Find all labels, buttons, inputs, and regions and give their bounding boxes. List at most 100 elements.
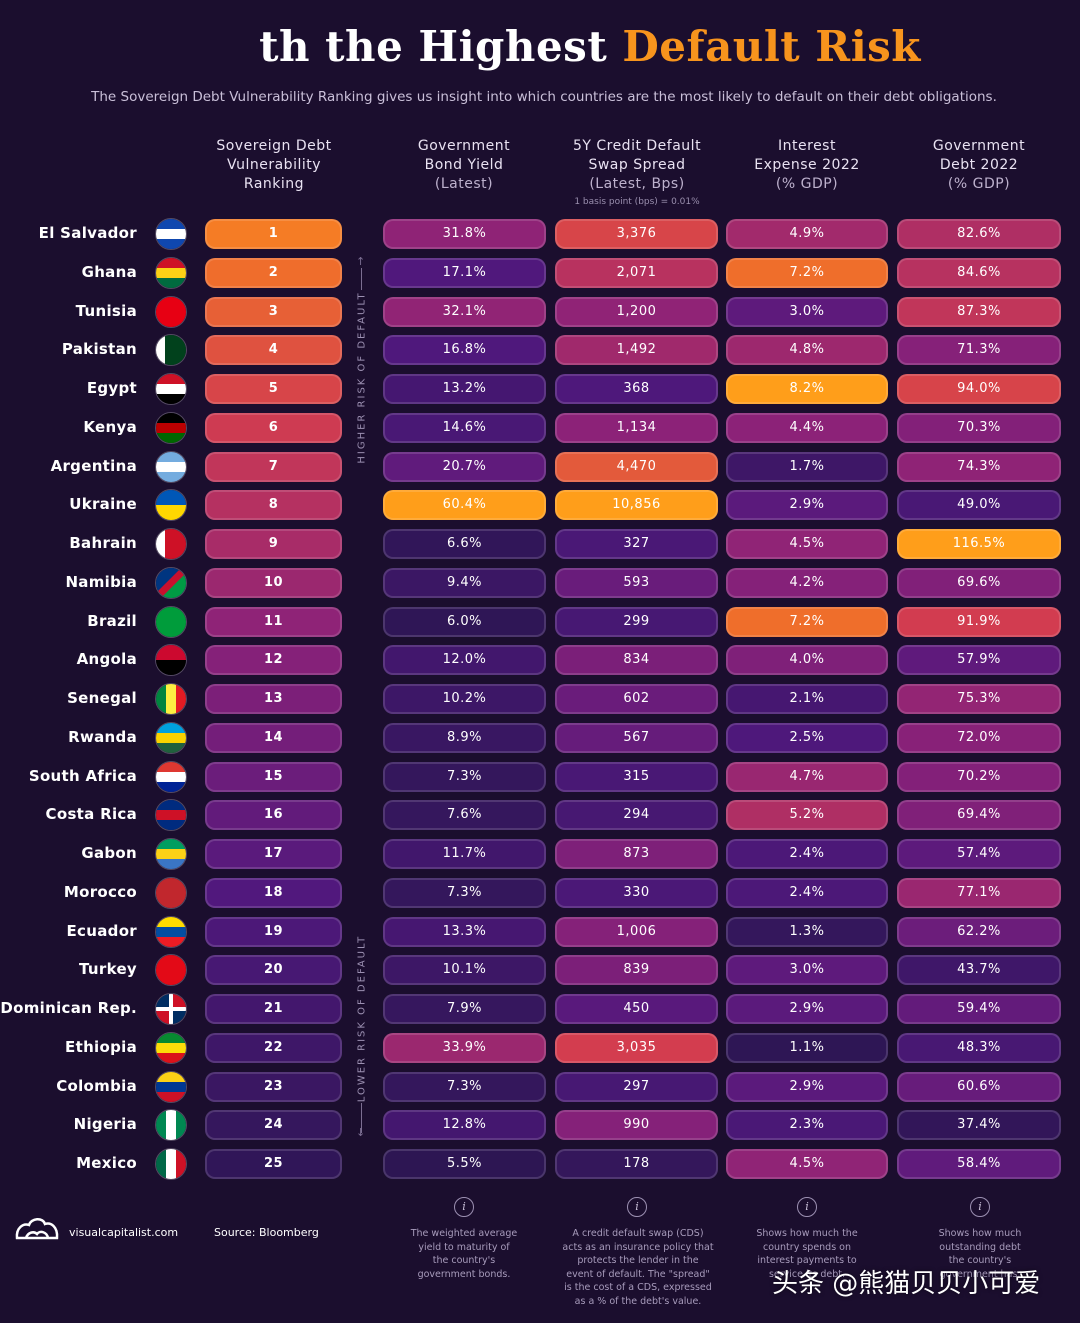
debt-cell: 70.3% [897, 412, 1061, 443]
country-flag-icon [155, 450, 187, 483]
table-row: Egypt 5 13.2% 368 8.2% 94.0% [0, 373, 1080, 405]
country-name: Senegal [67, 689, 137, 707]
debt-cell: 70.2% [897, 761, 1061, 792]
header-cds: 5Y Credit Default Swap Spread (Latest, B… [556, 137, 718, 194]
cds-cell: 299 [555, 606, 718, 637]
cds-cell: 990 [555, 1110, 718, 1141]
country-name: Ukraine [69, 495, 137, 514]
note-cds: A credit default swap (CDS) acts as an i… [548, 1227, 728, 1308]
interest-cell: 4.8% [726, 335, 888, 366]
country-flag-icon [155, 876, 187, 909]
rank-cell: 18 [205, 877, 342, 908]
table-row: Ghana 2 17.1% 2,071 7.2% 84.6% [0, 256, 1080, 289]
header-yield: Government Bond Yield (Latest) [383, 137, 545, 194]
note-line: interest payments to [757, 1255, 857, 1266]
country-name: Egypt [86, 379, 137, 397]
cds-cell: 315 [555, 761, 718, 792]
yield-cell: 6.0% [383, 606, 546, 637]
country-flag-icon [155, 721, 187, 754]
note-interest: Shows how much the country spends on int… [731, 1227, 883, 1281]
table-row: Tunisia 3 32.1% 1,200 3.0% 87.3% [0, 295, 1080, 328]
header-interest-line: Expense 2022 [754, 157, 860, 173]
header-interest-line: Interest [778, 138, 836, 154]
debt-cell: 62.2% [897, 916, 1061, 947]
country-flag-icon [155, 1070, 187, 1103]
yield-cell: 7.3% [383, 1071, 546, 1102]
cds-cell: 327 [555, 529, 718, 559]
interest-cell: 4.9% [726, 219, 888, 249]
interest-cell: 4.0% [726, 645, 888, 676]
rank-cell: 4 [205, 335, 342, 366]
interest-cell: 4.5% [726, 1149, 888, 1179]
interest-cell: 2.5% [726, 722, 888, 753]
debt-cell: 75.3% [897, 684, 1061, 714]
country-flag-icon [155, 373, 187, 405]
debt-cell: 49.0% [897, 490, 1061, 521]
note-line: event of default. The "spread" [566, 1268, 710, 1280]
cds-cell: 3,376 [555, 219, 718, 249]
rank-cell: 10 [205, 567, 342, 598]
header-interest: Interest Expense 2022 (% GDP) [727, 137, 887, 194]
debt-cell: 59.4% [897, 994, 1061, 1024]
interest-cell: 3.0% [726, 296, 888, 327]
rank-cell: 16 [205, 800, 342, 831]
country-flag-icon [155, 256, 187, 289]
yield-cell: 7.3% [383, 761, 546, 792]
cds-cell: 450 [555, 994, 718, 1024]
cds-cell: 1,492 [555, 335, 718, 366]
note-line: as a % of the debt's value. [574, 1295, 702, 1307]
footer-site: visualcapitalist.com [69, 1226, 179, 1239]
table-row: Ethiopia 22 33.9% 3,035 1.1% 48.3% [0, 1031, 1080, 1064]
country-name: Morocco [63, 882, 137, 901]
info-icon: i [627, 1197, 647, 1217]
debt-cell: 58.4% [897, 1149, 1061, 1179]
table-row: Senegal 13 10.2% 602 2.1% 75.3% [0, 683, 1080, 715]
country-flag-icon [155, 566, 187, 599]
cds-cell: 1,200 [555, 296, 718, 327]
yield-cell: 7.9% [383, 994, 546, 1024]
table-row: Pakistan 4 16.8% 1,492 4.8% 71.3% [0, 334, 1080, 367]
footer-source: Source: Bloomberg [214, 1226, 319, 1239]
yield-cell: 12.0% [383, 645, 546, 676]
table-row: Nigeria 24 12.8% 990 2.3% 37.4% [0, 1109, 1080, 1142]
country-name: Nigeria [73, 1115, 137, 1134]
header-interest-sub: (% GDP) [775, 176, 839, 192]
cds-cell: 602 [555, 684, 718, 714]
note-line: is the cost of a CDS, expressed [564, 1282, 712, 1293]
cds-cell: 368 [555, 374, 718, 404]
note-line: service its debt. [768, 1268, 846, 1280]
table-row: South Africa 15 7.3% 315 4.7% 70.2% [0, 760, 1080, 793]
note-line: government has. [939, 1268, 1021, 1280]
country-name: Turkey [79, 960, 137, 979]
note-line: outstanding debt [939, 1241, 1021, 1253]
country-name: Tunisia [75, 301, 137, 320]
watermark: 头条 @熊猫贝贝小可爱 [772, 1269, 1041, 1299]
rank-cell: 21 [205, 994, 342, 1024]
yield-cell: 8.9% [383, 722, 546, 753]
debt-cell: 60.6% [897, 1071, 1061, 1102]
cds-cell: 10,856 [555, 490, 718, 521]
interest-cell: 4.7% [726, 761, 888, 792]
country-name: Colombia [56, 1076, 137, 1095]
interest-cell: 3.0% [726, 955, 888, 986]
country-flag-icon [155, 799, 187, 832]
header-rank-line: Ranking [243, 176, 305, 192]
header-debt-sub: (% GDP) [947, 176, 1011, 192]
info-icon: i [970, 1197, 990, 1217]
table-row: Dominican Rep. 21 7.9% 450 2.9% 59.4% [0, 993, 1080, 1025]
interest-cell: 2.9% [726, 490, 888, 521]
header-cds-sub: (Latest, Bps) [589, 176, 685, 192]
rank-cell: 19 [205, 916, 342, 947]
rank-cell: 13 [205, 684, 342, 714]
rank-cell: 17 [205, 839, 342, 869]
yield-cell: 31.8% [383, 219, 546, 249]
rank-cell: 23 [205, 1071, 342, 1102]
cds-cell: 178 [555, 1149, 718, 1179]
yield-cell: 10.2% [383, 684, 546, 714]
country-flag-icon [155, 1109, 187, 1142]
yield-cell: 14.6% [383, 412, 546, 443]
country-name: Argentina [50, 456, 137, 475]
cds-cell: 839 [555, 955, 718, 986]
cds-cell: 873 [555, 839, 718, 869]
yield-cell: 10.1% [383, 955, 546, 986]
